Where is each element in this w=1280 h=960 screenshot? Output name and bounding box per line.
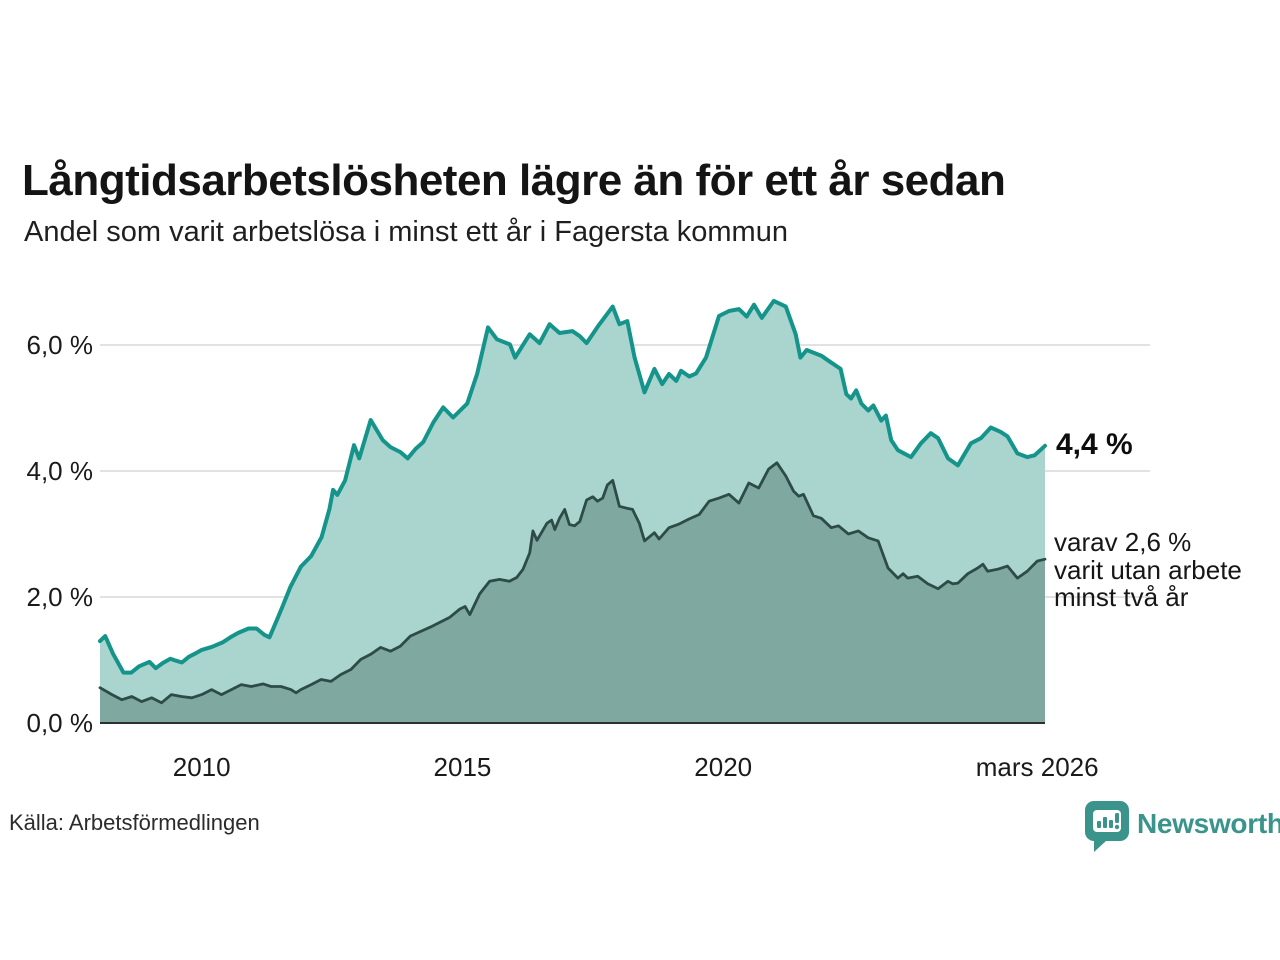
y-axis-tick-label: 2,0 % [26, 582, 94, 612]
y-axis-tick-label: 0,0 % [26, 708, 94, 738]
y-axis-tick-label: 6,0 % [26, 330, 94, 360]
x-axis-tick-label: mars 2026 [975, 752, 1099, 782]
x-axis-tick-label: 2020 [694, 752, 753, 782]
newsworthy-logo-text: Newsworthy [1137, 808, 1280, 839]
latest-value-annotation: 4,4 % [1056, 428, 1133, 461]
newsworthy-logo: Newsworthy [1085, 801, 1280, 858]
page-title: Långtidsarbetslösheten lägre än för ett … [22, 156, 1006, 206]
series-area [100, 462, 1045, 723]
secondary-annotation-line: varit utan arbete [1054, 554, 1242, 585]
x-axis-tick-label: 2015 [433, 752, 492, 782]
page-subtitle: Andel som varit arbetslösa i minst ett å… [24, 216, 788, 248]
source-note: Källa: Arbetsförmedlingen [9, 810, 260, 835]
series-line [98, 461, 1047, 705]
series-line [98, 298, 1047, 675]
secondary-annotation-line: varav 2,6 % [1054, 527, 1192, 557]
newsworthy-logo-icon [1085, 801, 1129, 858]
x-axis-tick-label: 2010 [172, 752, 231, 782]
y-axis-tick-label: 4,0 % [26, 456, 94, 486]
secondary-annotation-line: minst två år [1054, 582, 1189, 612]
secondary-value-annotation: varav 2,6 % varit utan arbete minst två … [1054, 527, 1242, 612]
